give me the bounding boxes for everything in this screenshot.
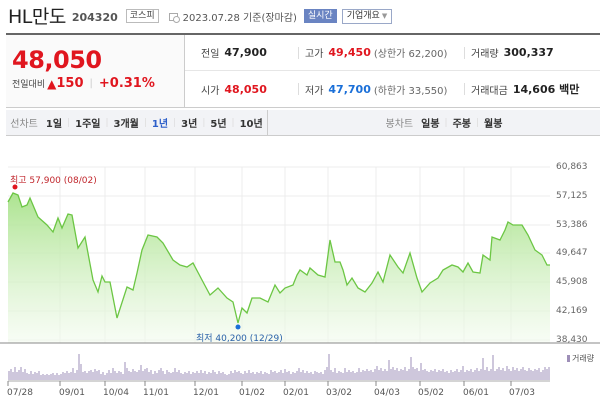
lower-limit: (하한가 33,550) bbox=[373, 85, 448, 97]
y-tick: 57,125 bbox=[556, 191, 588, 201]
company-info-dropdown[interactable]: 기업개요 ▼ bbox=[341, 8, 393, 24]
tab-monthly[interactable]: 월봉 bbox=[484, 119, 503, 130]
open-value: 48,050 bbox=[224, 82, 267, 96]
x-tick: 01/02 bbox=[239, 388, 265, 398]
high-value: 49,450 bbox=[328, 46, 371, 59]
divider: | bbox=[143, 117, 147, 128]
high-marker bbox=[12, 184, 18, 190]
open-cell: 시가 48,050 bbox=[185, 82, 298, 97]
trade-value: 14,606 백만 bbox=[512, 83, 580, 96]
high-cell: 고가 49,450 (상한가 62,200) bbox=[298, 46, 464, 60]
low-cell: 저가 47,700 (하한가 33,550) bbox=[298, 82, 464, 97]
y-tick: 49,647 bbox=[556, 248, 588, 258]
tab-weekly[interactable]: 주봉 bbox=[452, 119, 471, 130]
detail-row-2: 시가 48,050 저가 47,700 (하한가 33,550) 거래대금 14… bbox=[185, 71, 600, 107]
tab-1w[interactable]: 1주일 bbox=[75, 119, 101, 130]
price-panel: 48,050 전일대비 ▲ 150 | +0.31% bbox=[6, 35, 185, 107]
x-tick: 06/01 bbox=[463, 388, 489, 398]
x-tick: 05/02 bbox=[418, 388, 444, 398]
stock-name: HL만도 bbox=[8, 5, 66, 28]
title-row: HL만도 204320 코스피 2023.07.28 기준(장마감) 실시간 기… bbox=[0, 0, 600, 30]
volume-legend: 거래량 bbox=[567, 353, 594, 364]
price-area bbox=[8, 193, 550, 343]
x-tick: 09/01 bbox=[59, 388, 85, 398]
change-percent: +0.31% bbox=[98, 76, 155, 91]
x-tick: 03/02 bbox=[326, 388, 352, 398]
volume-cell: 거래량 300,337 bbox=[464, 46, 600, 60]
x-tick: 04/03 bbox=[374, 388, 400, 398]
candle-chart-label: 봉차트 bbox=[385, 119, 414, 130]
change-amount: 150 bbox=[56, 76, 84, 91]
detail-grid: 전일 47,900 고가 49,450 (상한가 62,200) 거래량 300… bbox=[185, 35, 600, 107]
divider: | bbox=[202, 117, 206, 128]
detail-row-1: 전일 47,900 고가 49,450 (상한가 62,200) 거래량 300… bbox=[185, 35, 600, 72]
low-label: 저가 bbox=[305, 85, 324, 97]
low-annotation: 최저 40,200 (12/29) bbox=[196, 334, 283, 344]
tab-3y[interactable]: 3년 bbox=[181, 119, 198, 130]
price-line bbox=[7, 192, 550, 324]
tab-5y[interactable]: 5년 bbox=[210, 119, 227, 130]
divider: | bbox=[89, 78, 93, 89]
trade-value-label: 거래대금 bbox=[471, 85, 508, 97]
date-text: 2023.07.28 기준(장마감) bbox=[182, 12, 297, 24]
prev-close-label: 전일 bbox=[201, 49, 220, 60]
y-tick: 60,863 bbox=[556, 162, 588, 172]
change-label: 전일대비 bbox=[12, 80, 46, 90]
company-info-label: 기업개요 bbox=[346, 10, 380, 21]
change-row: 전일대비 ▲ 150 | +0.31% bbox=[12, 76, 184, 91]
tab-3m[interactable]: 3개월 bbox=[113, 119, 139, 130]
divider: | bbox=[105, 117, 109, 128]
x-tick: 11/01 bbox=[143, 388, 169, 398]
y-tick: 45,908 bbox=[556, 277, 588, 287]
line-chart-tabs: 선차트 1일 | 1주일 | 3개월 | 1년 | 3년 | 5년 | 10년 bbox=[6, 110, 268, 135]
volume-value: 300,337 bbox=[503, 46, 554, 59]
tab-1y[interactable]: 1년 bbox=[151, 119, 169, 130]
divider: | bbox=[476, 117, 480, 128]
line-chart-label: 선차트 bbox=[10, 119, 38, 130]
stock-code: 204320 bbox=[71, 10, 118, 24]
low-marker bbox=[235, 324, 241, 330]
trade-value-cell: 거래대금 14,606 백만 bbox=[464, 83, 600, 97]
prev-close-value: 47,900 bbox=[224, 46, 267, 59]
y-tick: 53,386 bbox=[556, 220, 588, 230]
current-price: 48,050 bbox=[12, 46, 102, 74]
open-label: 시가 bbox=[201, 85, 220, 97]
x-tick: 07/03 bbox=[509, 388, 535, 398]
candle-chart-tabs: 봉차트 일봉 | 주봉 | 월봉 bbox=[268, 110, 600, 135]
volume-legend-label: 거래량 bbox=[572, 354, 595, 363]
divider: | bbox=[67, 117, 71, 128]
tab-1d[interactable]: 1일 bbox=[45, 119, 63, 130]
x-tick: 12/01 bbox=[193, 388, 219, 398]
x-tick: 07/28 bbox=[7, 388, 33, 398]
quote-box: 48,050 전일대비 ▲ 150 | +0.31% 전일 47,900 고가 … bbox=[6, 33, 600, 108]
y-tick: 38,430 bbox=[556, 335, 588, 345]
volume-bars bbox=[8, 354, 550, 380]
x-axis-ticks bbox=[7, 381, 512, 386]
x-tick: 02/01 bbox=[283, 388, 309, 398]
divider: | bbox=[231, 117, 235, 128]
prev-close-cell: 전일 47,900 bbox=[185, 45, 298, 60]
y-tick: 42,169 bbox=[556, 306, 588, 316]
tab-daily[interactable]: 일봉 bbox=[421, 119, 440, 130]
market-badge: 코스피 bbox=[125, 9, 159, 23]
divider: | bbox=[444, 117, 448, 128]
x-tick: 10/04 bbox=[103, 388, 129, 398]
high-label: 고가 bbox=[305, 49, 324, 60]
chevron-down-icon: ▼ bbox=[381, 11, 388, 20]
low-value: 47,700 bbox=[328, 82, 371, 96]
volume-swatch-icon bbox=[567, 355, 570, 362]
calendar-clock-icon bbox=[168, 12, 180, 23]
divider: | bbox=[173, 117, 177, 128]
high-annotation: 최고 57,900 (08/02) bbox=[10, 176, 97, 186]
up-arrow-icon: ▲ bbox=[47, 76, 57, 91]
tab-10y[interactable]: 10년 bbox=[239, 119, 263, 130]
chart-tab-bar: 선차트 1일 | 1주일 | 3개월 | 1년 | 3년 | 5년 | 10년 … bbox=[6, 110, 600, 136]
realtime-button[interactable]: 실시간 bbox=[303, 9, 337, 23]
volume-label: 거래량 bbox=[471, 49, 499, 60]
upper-limit: (상한가 62,200) bbox=[373, 49, 448, 60]
